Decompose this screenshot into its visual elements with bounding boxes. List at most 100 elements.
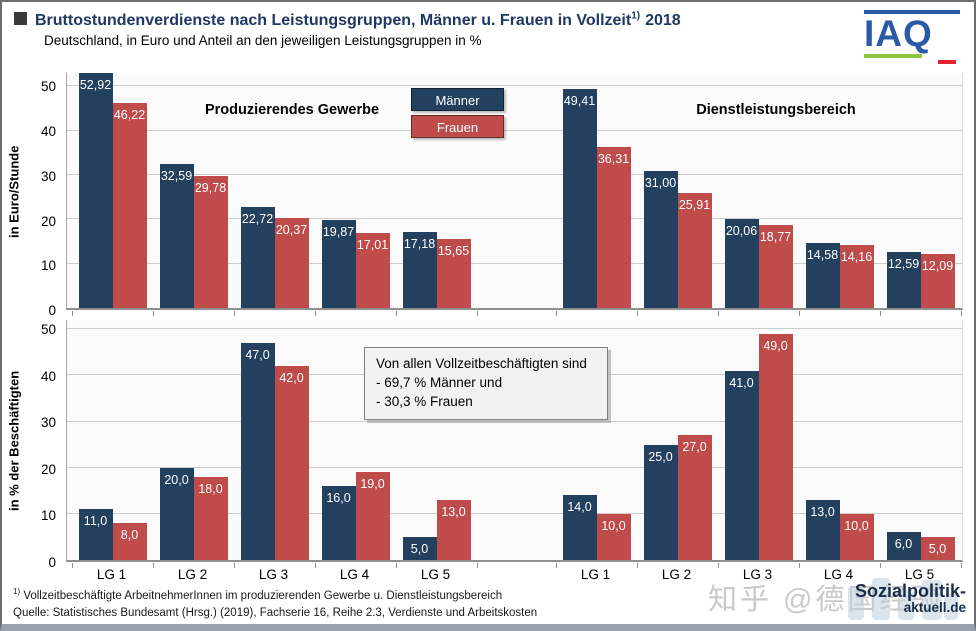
bar-frauen: 12,09 — [920, 254, 955, 308]
x-axis-tick — [718, 311, 719, 316]
x-axis-tick — [153, 311, 154, 316]
bar-group-lg4: 13,0 10,0 — [799, 320, 880, 560]
bar-value-label: 14,0 — [567, 500, 592, 515]
gridline — [67, 85, 962, 87]
y-tick-label: 0 — [48, 555, 56, 570]
bar-maenner: 19,87 — [321, 219, 356, 308]
bar-frauen: 10,0 — [839, 513, 874, 560]
bar-frauen: 42,0 — [274, 366, 309, 560]
bar-maenner: 31,00 — [643, 170, 678, 308]
x-axis-tick — [234, 311, 235, 316]
bar-value-label: 8,0 — [120, 528, 139, 543]
annotation-line: - 30,3 % Frauen — [376, 393, 473, 409]
bar-frauen: 25,91 — [677, 193, 712, 308]
bar-group-lg5: 12,59 12,09 — [880, 73, 961, 308]
x-axis-tick — [72, 311, 73, 316]
bar-frauen: 20,37 — [274, 217, 309, 308]
bar-value-label: 11,0 — [83, 514, 108, 529]
bar-frauen: 46,22 — [112, 103, 147, 308]
bar-value-label: 36,31 — [597, 152, 630, 167]
bar-frauen: 29,78 — [193, 175, 228, 308]
gridline — [67, 129, 962, 131]
bar-group-lg5: 5,0 13,0 — [396, 320, 477, 560]
x-axis-label: LG 4 — [339, 567, 370, 582]
bar-value-label: 17,18 — [403, 236, 436, 251]
bar-value-label: 42,0 — [279, 371, 304, 386]
sozialpolitik-aktuell-logo: Sozialpolitik- aktuell.de — [826, 570, 966, 620]
bar-frauen: 10,0 — [596, 513, 631, 560]
logo-figures-image — [842, 572, 962, 620]
bar-maenner: 52,92 — [78, 73, 113, 308]
bar-frauen: 8,0 — [112, 523, 147, 560]
bar-maenner: 25,0 — [643, 444, 678, 560]
bar-maenner: 5,0 — [402, 536, 437, 560]
bar-group-lg1: 11,0 8,0 — [72, 320, 153, 560]
x-axis-tick — [477, 311, 478, 316]
x-axis-tick — [477, 563, 478, 568]
source-note: Quelle: Statistisches Bundesamt (Hrsg.) … — [13, 607, 538, 620]
bar-group-lg2: 32,59 29,78 — [153, 73, 234, 308]
bar-frauen: 5,0 — [920, 536, 955, 560]
bar-value-label: 10,0 — [844, 518, 869, 533]
gridline — [67, 512, 962, 514]
bar-value-label: 49,41 — [563, 93, 596, 108]
footer: 1) Vollzeitbeschäftigte ArbeitnehmerInne… — [13, 586, 537, 622]
gridline — [67, 262, 962, 264]
sector-title: Produzierendes Gewerbe — [204, 102, 380, 118]
x-axis-tick — [396, 563, 397, 568]
y-tick-label: 10 — [40, 258, 56, 274]
x-axis-tick — [637, 311, 638, 316]
bar-value-label: 20,06 — [725, 224, 758, 239]
x-axis-tick — [315, 563, 316, 568]
bar-group-lg3: 47,0 42,0 — [234, 320, 315, 560]
bar-value-label: 29,78 — [194, 180, 227, 195]
bar-value-label: 13,0 — [810, 505, 835, 519]
gridline — [67, 173, 962, 175]
title-year: 2018 — [645, 12, 681, 30]
bar-group-lg1: 52,92 46,22 — [72, 73, 153, 308]
bar-value-label: 6,0 — [894, 537, 913, 552]
plot-area-share: Von allen Vollzeitbeschäftigten sind - 6… — [66, 320, 963, 568]
bar-maenner: 11,0 — [78, 509, 113, 560]
bar-group-lg3: 20,06 18,77 — [718, 73, 799, 308]
legend-item-frauen: Frauen — [411, 115, 504, 138]
bar-value-label: 19,0 — [360, 477, 385, 492]
bar-maenner: 12,59 — [886, 252, 921, 308]
x-axis-tick — [556, 311, 557, 316]
footnote-marker: 1) — [13, 587, 21, 596]
bar-value-label: 46,22 — [113, 108, 146, 123]
bar-value-label: 18,0 — [198, 481, 223, 496]
x-axis-tick — [718, 563, 719, 568]
bar-group-lg5: 17,18 15,65 — [396, 73, 477, 308]
y-axis-title: in % der Beschäftigten — [6, 370, 22, 512]
bar-maenner: 41,0 — [724, 370, 759, 560]
iaq-logo: IAQ — [864, 10, 960, 66]
chart-employee-share: in % der Beschäftigten 0 10 20 30 40 50 Von a… — [2, 317, 974, 583]
gridline — [67, 218, 962, 220]
bar-value-label: 31,00 — [644, 175, 677, 190]
bar-group-lg1: 14,0 10,0 — [556, 320, 637, 560]
y-axis-title: in Euro/Stunde — [6, 145, 22, 238]
bar-value-label: 12,59 — [887, 257, 920, 272]
y-tick-label: 50 — [40, 322, 56, 338]
gridline — [67, 328, 962, 330]
sector-title: Dienstleistungsbereich — [696, 102, 856, 118]
bar-group-lg5: 6,0 5,0 — [880, 320, 961, 560]
bar-value-label: 27,0 — [682, 440, 707, 455]
x-axis-tick — [637, 563, 638, 568]
bar-value-label: 16,0 — [326, 491, 351, 506]
bar-value-label: 19,87 — [322, 224, 355, 239]
iaq-logo-underline — [864, 54, 960, 66]
x-axis-label: LG 1 — [580, 567, 611, 582]
y-axis: 0 10 20 30 40 50 — [22, 320, 62, 570]
y-tick-label: 30 — [40, 415, 56, 431]
logo-text-line2: aktuell.de — [903, 599, 966, 615]
bar-value-label: 25,0 — [648, 449, 673, 464]
y-tick-label: 40 — [40, 124, 56, 140]
x-axis-tick — [234, 563, 235, 568]
bar-group-lg2: 20,0 18,0 — [153, 320, 234, 560]
bar-frauen: 19,0 — [355, 472, 390, 560]
x-axis-tick — [72, 563, 73, 568]
x-axis-tick — [799, 563, 800, 568]
bar-group-lg4: 16,0 19,0 — [315, 320, 396, 560]
